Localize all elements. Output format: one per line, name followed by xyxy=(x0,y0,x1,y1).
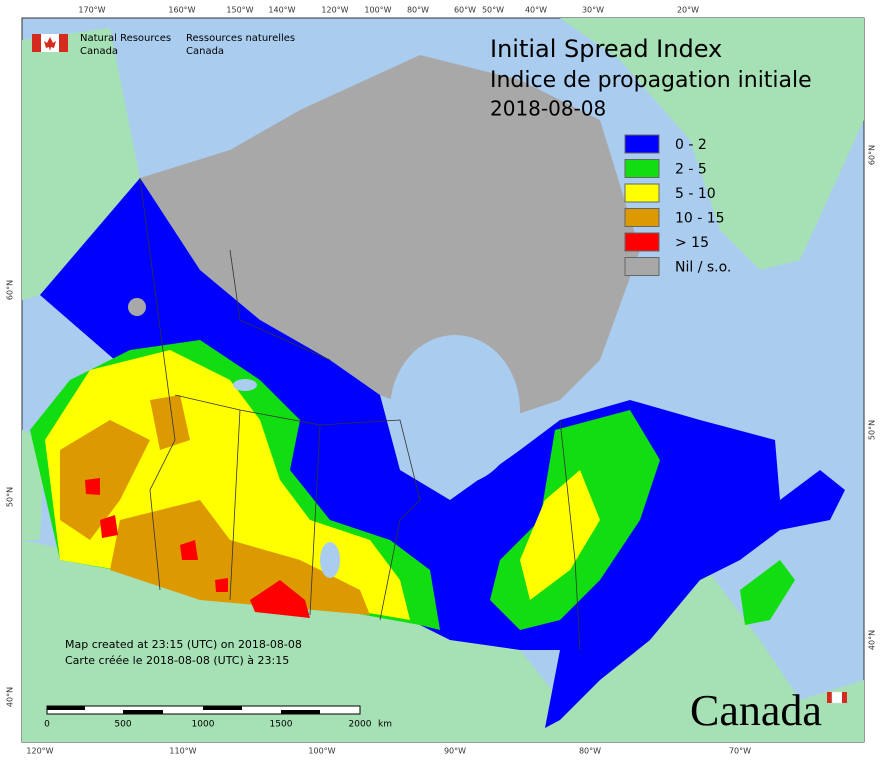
legend-swatch xyxy=(624,134,660,154)
title-fr: Indice de propagation initiale xyxy=(490,68,812,93)
org-fr: Canada xyxy=(186,46,224,57)
region xyxy=(150,395,190,450)
scale-unit: km xyxy=(378,720,392,730)
note: Map created at 23:15 (UTC) on 2018-08-08 xyxy=(65,638,302,651)
graticule-label: 80°W xyxy=(579,747,601,756)
graticule-label: 30°W xyxy=(582,6,604,15)
graticule-label: 90°W xyxy=(444,747,466,756)
fire-index-regions xyxy=(30,55,845,728)
map-date: 2018-08-08 xyxy=(490,97,606,121)
graticule-label: 60°N xyxy=(868,145,877,165)
legend-swatch xyxy=(624,183,660,203)
region xyxy=(100,515,118,538)
org-en: Natural Resources xyxy=(80,33,171,44)
org-fr: Ressources naturelles xyxy=(186,33,295,44)
scale-label: 0 xyxy=(44,720,50,730)
graticule-label: 100°W xyxy=(364,6,391,15)
water xyxy=(128,298,520,578)
graticule-label: 160°W xyxy=(168,6,195,15)
graticule-label: 170°W xyxy=(78,6,105,15)
scale-labels: 0 500 1000 1500 2000 km xyxy=(44,720,392,730)
wordmark: Canada xyxy=(690,686,847,735)
scale-label: 2000 xyxy=(349,720,372,730)
graticule-label: 50°W xyxy=(482,6,504,15)
legend-label: 5 - 10 xyxy=(675,186,716,202)
legend-label: Nil / s.o. xyxy=(675,260,731,276)
title-en: Initial Spread Index xyxy=(490,35,722,63)
scale-label: 1000 xyxy=(192,720,215,730)
graticule-label: 110°W xyxy=(169,747,196,756)
region xyxy=(85,478,100,495)
region xyxy=(250,580,310,618)
region xyxy=(215,578,228,592)
scale-bar xyxy=(46,705,361,715)
graticule-label: 100°W xyxy=(308,747,335,756)
region xyxy=(60,420,150,540)
region xyxy=(140,55,640,430)
graticule-label: 40°W xyxy=(525,6,547,15)
legend-label: 2 - 5 xyxy=(675,162,707,178)
graticule-label: 40°N xyxy=(868,630,877,650)
graticule-labels: 170°W 160°W 150°W 140°W 120°W 100°W 80°W 60°W 50… xyxy=(6,6,877,756)
canada-wordmark: Canada xyxy=(690,686,822,735)
graticule-label: 50°N xyxy=(868,420,877,440)
legend-swatch xyxy=(624,257,660,276)
legend-label: 10 - 15 xyxy=(675,211,725,227)
graticule-label: 80°W xyxy=(407,6,429,15)
graticule-label: 40°N xyxy=(6,687,15,707)
graticule-label: 50°N xyxy=(6,487,15,507)
region xyxy=(180,540,198,560)
graticule-label: 20°W xyxy=(677,6,699,15)
legend-swatch xyxy=(624,232,660,252)
region xyxy=(40,178,845,728)
legend-label: 0 - 2 xyxy=(675,137,707,153)
region xyxy=(740,560,795,625)
note: Carte créée le 2018-08-08 (UTC) à 23:15 xyxy=(65,654,289,667)
graticule-label: 60°N xyxy=(6,280,15,300)
graticule-label: 140°W xyxy=(268,6,295,15)
graticule-label: 70°W xyxy=(729,747,751,756)
graticule-label: 120°W xyxy=(26,747,53,756)
graticule-label: 150°W xyxy=(226,6,253,15)
region xyxy=(110,500,370,615)
boundaries xyxy=(139,177,581,651)
scale-label: 500 xyxy=(114,720,131,730)
legend: 0 - 2 2 - 5 5 - 10 10 - 15 > 15 Nil / s.o. xyxy=(624,134,731,276)
legend-swatch xyxy=(624,208,660,227)
region xyxy=(520,470,600,600)
org-en: Canada xyxy=(80,46,118,57)
scale-label: 1500 xyxy=(270,720,293,730)
legend-label: > 15 xyxy=(675,235,709,251)
nrcan-logo: Natural Resources Canada Ressources natu… xyxy=(32,33,295,57)
graticule-label: 120°W xyxy=(321,6,348,15)
legend-swatch xyxy=(624,159,660,178)
graticule-label: 60°W xyxy=(454,6,476,15)
